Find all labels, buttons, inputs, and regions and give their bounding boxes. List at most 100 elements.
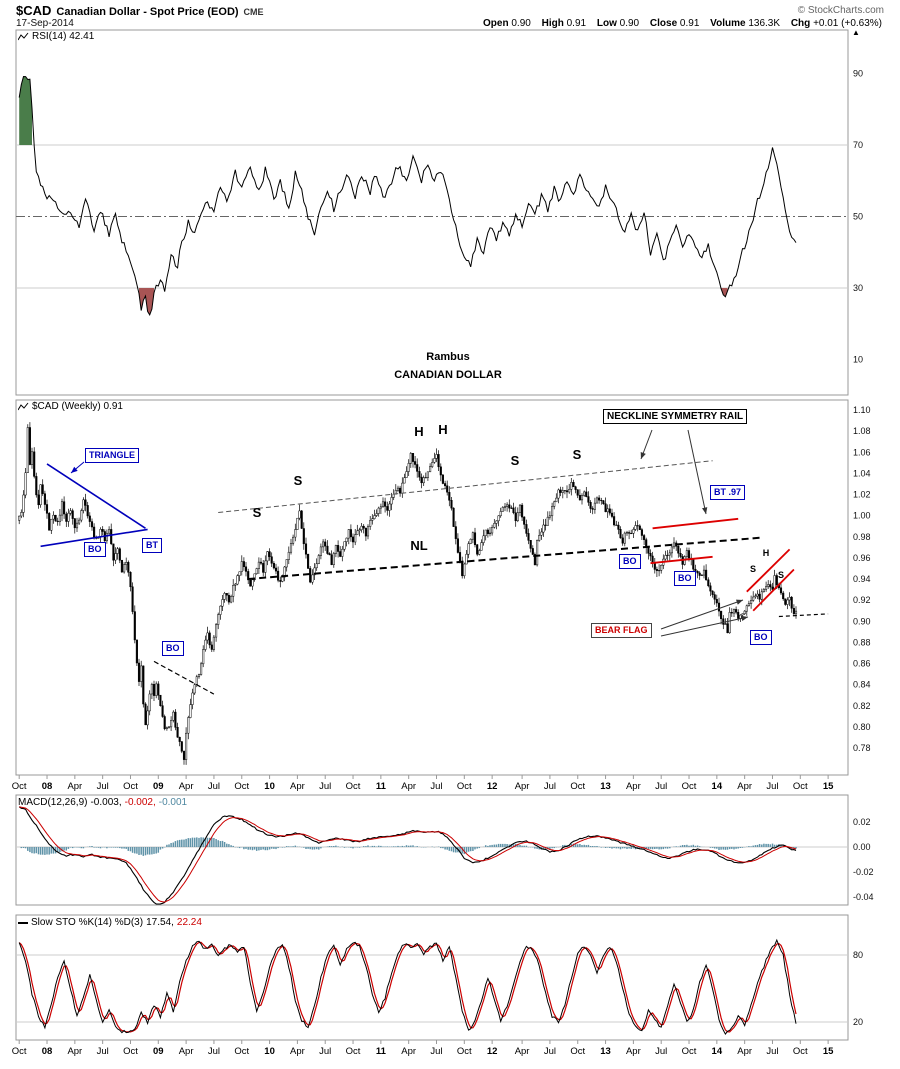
svg-text:Oct: Oct — [234, 781, 249, 792]
chart-title: Canadian Dollar - Spot Price (EOD) — [56, 6, 239, 18]
svg-text:0.84: 0.84 — [853, 680, 871, 690]
volume-value: 136.3K — [748, 18, 781, 29]
sto-k-value: 17.54, — [146, 917, 174, 928]
flag-head-label: H — [762, 548, 770, 558]
svg-text:08: 08 — [42, 1046, 53, 1057]
svg-text:Oct: Oct — [12, 1046, 27, 1057]
svg-text:0.98: 0.98 — [853, 532, 871, 542]
svg-text:1.04: 1.04 — [853, 468, 871, 478]
svg-text:Oct: Oct — [570, 781, 585, 792]
chart-header: $CAD Canadian Dollar - Spot Price (EOD) CM… — [16, 3, 264, 18]
sto-legend: Slow STO %K(14) %D(3) 17.54, 22.24 — [18, 917, 202, 928]
svg-text:Apr: Apr — [401, 781, 416, 792]
svg-text:Jul: Jul — [208, 781, 220, 792]
svg-text:Apr: Apr — [737, 781, 752, 792]
breakout-annotation-neckline: BO — [619, 554, 641, 569]
sto-panel — [15, 914, 849, 1041]
svg-text:Jul: Jul — [319, 1046, 331, 1057]
svg-text:Jul: Jul — [97, 1046, 109, 1057]
head-label-1: H — [414, 424, 424, 439]
price-legend-text: $CAD (Weekly) 0.91 — [32, 401, 123, 412]
svg-text:90: 90 — [853, 69, 863, 79]
svg-text:Jul: Jul — [766, 781, 778, 792]
svg-text:Oct: Oct — [346, 1046, 361, 1057]
rsi-panel — [15, 29, 849, 396]
svg-text:Oct: Oct — [457, 781, 472, 792]
flag-shoulder-label-2: S — [777, 570, 785, 580]
sto-line-swatch-icon — [18, 921, 28, 924]
macd-value: -0.003, — [90, 797, 122, 808]
quote-line: Open 0.90 High 0.91 Low 0.90 Close 0.91 … — [475, 18, 882, 29]
svg-text:Jul: Jul — [655, 1046, 667, 1057]
neckline-rail-annotation: NECKLINE SYMMETRY RAIL — [603, 409, 748, 424]
left-shoulder-label-1: S — [252, 505, 262, 520]
price-legend: $CAD (Weekly) 0.91 — [18, 401, 123, 412]
svg-text:Jul: Jul — [319, 781, 331, 792]
copyright-link[interactable]: © StockCharts.com — [797, 5, 884, 16]
breakout-annotation-triangle: BO — [84, 542, 106, 557]
svg-text:-0.02: -0.02 — [853, 867, 874, 877]
svg-text:0.78: 0.78 — [853, 743, 871, 753]
quote-date: 17-Sep-2014 — [16, 18, 74, 29]
svg-text:1.10: 1.10 — [853, 405, 871, 415]
svg-text:Oct: Oct — [793, 1046, 808, 1057]
svg-text:Apr: Apr — [626, 1046, 641, 1057]
svg-text:15: 15 — [823, 781, 834, 792]
bearflag-pointer-1 — [660, 599, 744, 630]
svg-text:0.90: 0.90 — [853, 616, 871, 626]
svg-text:70: 70 — [853, 140, 863, 150]
svg-text:10: 10 — [264, 1046, 275, 1057]
svg-text:Oct: Oct — [570, 1046, 585, 1057]
price-panel — [15, 399, 849, 776]
annotation-triangle-lower — [40, 528, 148, 548]
left-shoulder-label-2: S — [293, 473, 303, 488]
rsi-legend-text: RSI(14) 42.41 — [32, 31, 95, 42]
sto-k-line — [18, 938, 797, 1036]
svg-text:11: 11 — [376, 781, 387, 792]
rsi-legend-icon — [18, 32, 29, 41]
neckline-label: NL — [410, 538, 428, 553]
annotation-triangle-upper — [46, 463, 146, 529]
svg-text:Apr: Apr — [515, 1046, 530, 1057]
svg-text:Jul: Jul — [544, 781, 556, 792]
svg-text:10: 10 — [264, 781, 275, 792]
svg-text:30: 30 — [853, 283, 863, 293]
sto-d-value: 22.24 — [176, 917, 202, 928]
change-value: +0.01 (+0.63%) — [813, 18, 882, 29]
svg-text:20: 20 — [853, 1017, 863, 1027]
svg-text:Apr: Apr — [290, 781, 305, 792]
annotation-symmetry-rail — [218, 460, 713, 513]
rsi-line — [18, 75, 797, 317]
svg-text:Jul: Jul — [544, 1046, 556, 1057]
svg-text:Jul: Jul — [430, 1046, 442, 1057]
change-label: Chg — [790, 18, 811, 29]
svg-text:0.00: 0.00 — [853, 842, 871, 852]
axis-scroll-up-icon[interactable]: ▲ — [852, 28, 860, 37]
svg-text:Jul: Jul — [766, 1046, 778, 1057]
svg-text:13: 13 — [600, 781, 611, 792]
svg-text:0.82: 0.82 — [853, 701, 871, 711]
close-value: 0.91 — [679, 18, 700, 29]
macd-legend: MACD(12,26,9) -0.003, -0.002, -0.001 — [18, 797, 187, 808]
svg-text:08: 08 — [42, 781, 53, 792]
svg-text:0.96: 0.96 — [853, 553, 871, 563]
annotation-downtrend-2008 — [153, 660, 215, 695]
right-shoulder-label-1: S — [510, 453, 520, 468]
triangle-annotation: TRIANGLE — [85, 448, 139, 463]
annotation-neckline — [248, 536, 760, 580]
price-legend-icon — [18, 402, 29, 411]
svg-text:Apr: Apr — [67, 781, 82, 792]
annotation-flag1-upper — [652, 517, 739, 530]
svg-text:Jul: Jul — [430, 781, 442, 792]
rail-pointer-2 — [687, 429, 707, 515]
svg-text:0.80: 0.80 — [853, 722, 871, 732]
right-shoulder-label-2: S — [572, 447, 582, 462]
svg-text:0.88: 0.88 — [853, 637, 871, 647]
macd-legend-name: MACD(12,26,9) — [18, 797, 88, 808]
svg-text:15: 15 — [823, 1046, 834, 1057]
high-label: High — [541, 18, 564, 29]
svg-text:1.02: 1.02 — [853, 490, 871, 500]
low-value: 0.90 — [619, 18, 640, 29]
